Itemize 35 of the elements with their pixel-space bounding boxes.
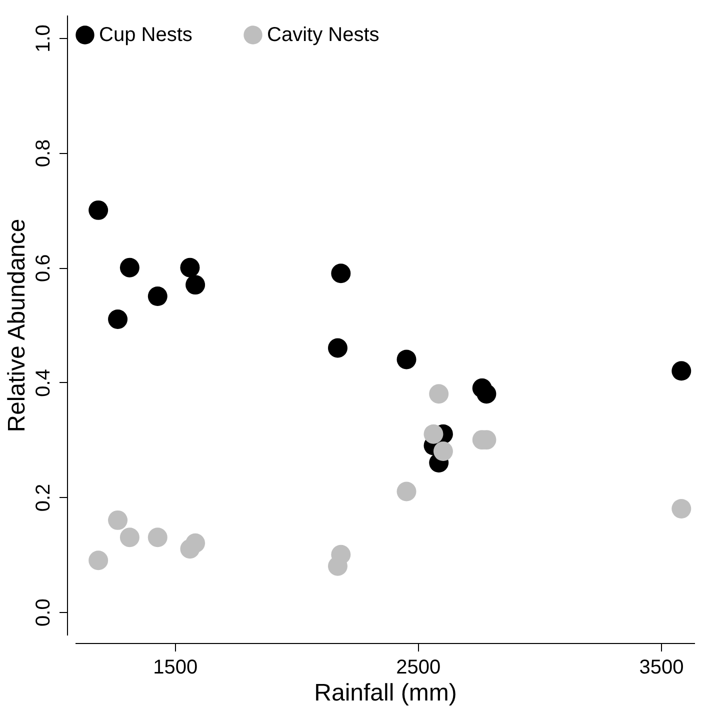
point [429, 384, 449, 404]
x-tick-label: 1500 [153, 656, 198, 678]
point [328, 338, 348, 358]
y-tick-label: 0.8 [32, 139, 54, 168]
point [148, 528, 168, 548]
point [108, 510, 128, 530]
x-axis-title: Rainfall (mm) [314, 680, 457, 706]
legend-label: Cavity Nests [267, 24, 380, 46]
y-tick-label: 0.4 [32, 369, 54, 397]
point [180, 258, 200, 278]
point [88, 550, 108, 570]
point [672, 498, 692, 518]
point [148, 286, 168, 306]
point [331, 264, 351, 284]
x-tick-label: 3500 [639, 656, 684, 678]
point [433, 442, 453, 462]
y-tick-label: 0.6 [32, 254, 54, 282]
point [672, 361, 692, 381]
x-tick-label: 2500 [396, 656, 441, 678]
point [88, 200, 108, 220]
point [186, 533, 206, 553]
point [396, 350, 416, 370]
point [186, 275, 206, 295]
point [328, 556, 348, 576]
point [424, 424, 444, 444]
point [108, 310, 128, 329]
point [396, 482, 416, 502]
point [476, 384, 496, 404]
point [120, 528, 140, 548]
y-tick-label: 0.0 [32, 598, 54, 626]
point [120, 258, 140, 278]
y-tick-label: 0.2 [32, 484, 54, 512]
y-axis-title: Relative Abundance [4, 218, 30, 432]
y-tick-label: 1.0 [32, 24, 54, 52]
legend-label: Cup Nests [99, 24, 192, 46]
